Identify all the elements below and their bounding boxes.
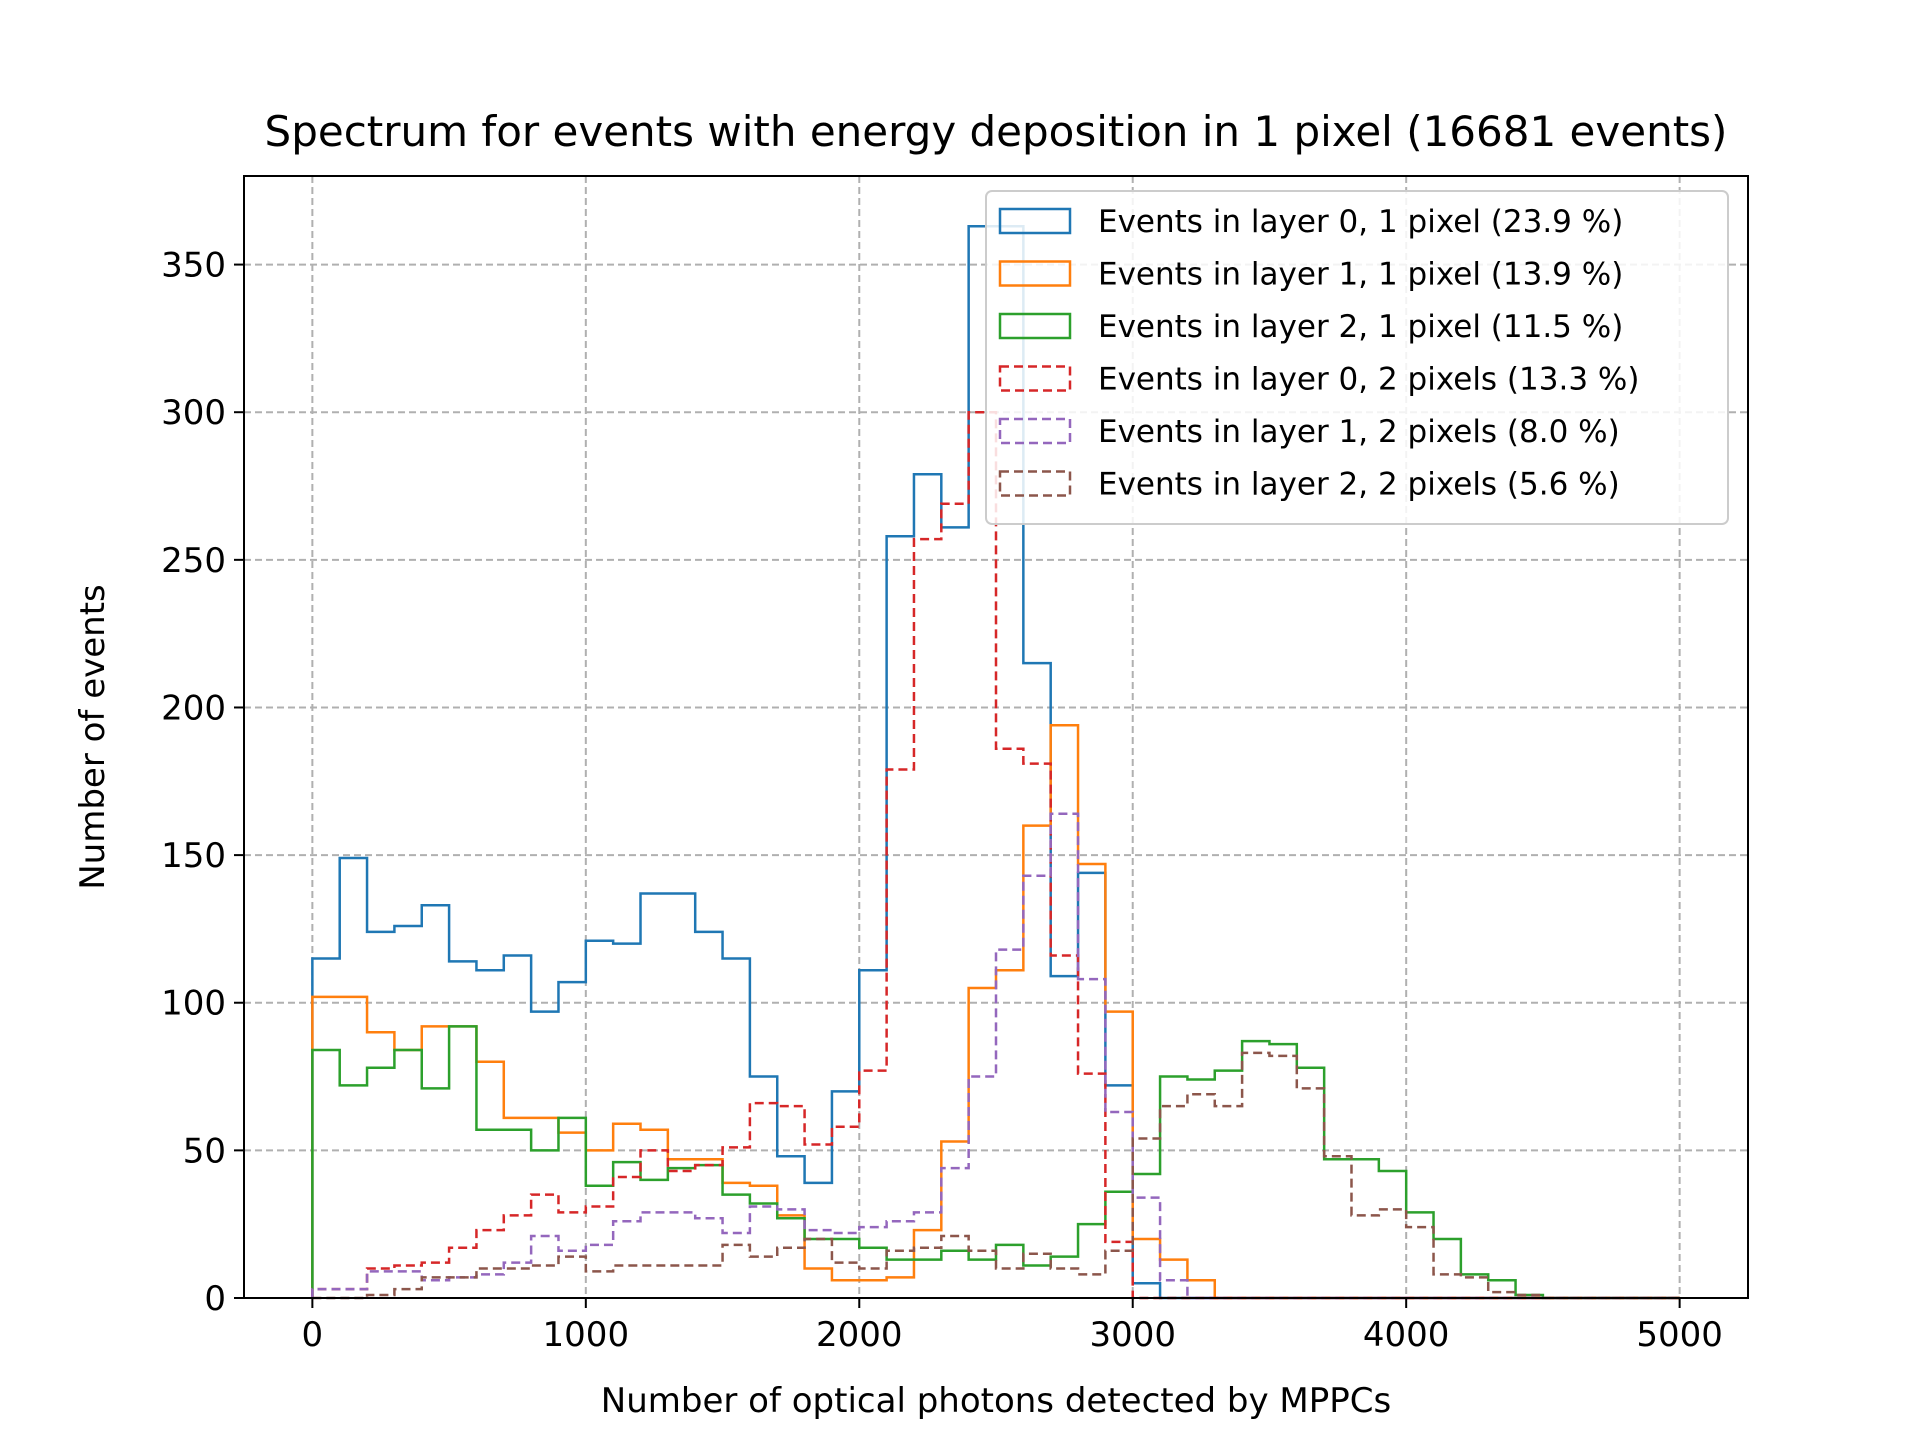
y-tick-label: 200 xyxy=(161,688,226,728)
legend-label-0: Events in layer 0, 1 pixel (23.9 %) xyxy=(1098,204,1623,240)
legend-handle-1 xyxy=(998,260,1072,287)
x-tick-label: 4000 xyxy=(1363,1315,1450,1355)
y-tick-label: 250 xyxy=(161,541,226,581)
chart-title: Spectrum for events with energy depositi… xyxy=(265,107,1728,156)
legend-box xyxy=(985,190,1729,525)
y-tick-label: 50 xyxy=(183,1131,226,1171)
x-tick-label: 3000 xyxy=(1089,1315,1176,1355)
legend: Events in layer 0, 1 pixel (23.9 %) Event… xyxy=(985,190,1729,525)
legend-label-1: Events in layer 1, 1 pixel (13.9 %) xyxy=(1098,257,1623,293)
x-tick-label: 1000 xyxy=(543,1315,630,1355)
axes-frame xyxy=(243,175,1749,1299)
legend-handle-2 xyxy=(998,312,1072,340)
legend-label-2: Events in layer 2, 1 pixel (11.5 %) xyxy=(1098,309,1623,345)
y-axis-label: Number of events xyxy=(73,584,113,890)
legend-label-4: Events in layer 1, 2 pixels (8.0 %) xyxy=(1098,414,1620,450)
legend-label-3: Events in layer 0, 2 pixels (13.3 %) xyxy=(1098,362,1639,398)
series-2-histogram xyxy=(311,1025,1680,1300)
legend-label-5: Events in layer 2, 2 pixels (5.6 %) xyxy=(1098,467,1620,503)
y-tick-label: 150 xyxy=(161,836,226,876)
legend-handle-3 xyxy=(998,365,1072,392)
x-axis-label: Number of optical photons detected by MP… xyxy=(601,1381,1391,1421)
axis-ticks: 0 1000 2000 3000 4000 5000 0 50 100 150 200 250 300 3… xyxy=(161,246,1723,1355)
legend-handle-0 xyxy=(998,207,1072,235)
x-tick-label: 0 xyxy=(302,1315,324,1355)
y-tick-label: 0 xyxy=(204,1279,226,1319)
series-4-histogram xyxy=(311,812,1680,1300)
x-tick-label: 2000 xyxy=(816,1315,903,1355)
legend-handle-4 xyxy=(998,417,1072,445)
series-5-histogram xyxy=(312,1051,1680,1300)
x-tick-label: 5000 xyxy=(1636,1315,1723,1355)
y-tick-label: 300 xyxy=(161,393,226,433)
y-tick-label: 100 xyxy=(161,984,226,1024)
y-tick-label: 350 xyxy=(161,246,226,286)
legend-handle-5 xyxy=(998,470,1072,497)
